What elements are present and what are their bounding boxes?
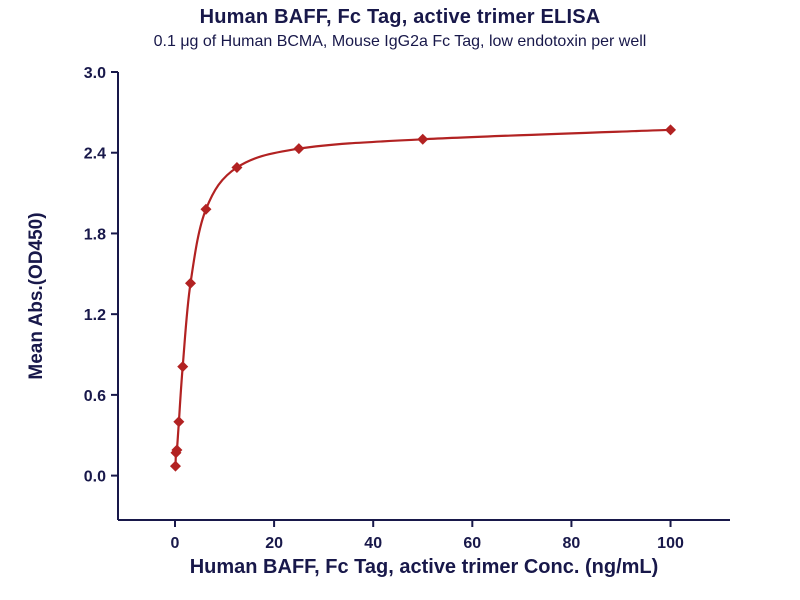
data-point-marker xyxy=(417,133,429,145)
x-tick-label: 60 xyxy=(463,535,481,552)
chart-subtitle: 0.1 μg of Human BCMA, Mouse IgG2a Fc Tag… xyxy=(153,33,647,50)
x-tick-label: 20 xyxy=(265,535,283,552)
y-tick-label: 1.2 xyxy=(84,307,106,324)
y-tick-label: 2.4 xyxy=(84,146,106,163)
data-point-marker xyxy=(231,162,243,174)
data-point-marker xyxy=(293,143,305,155)
x-tick-label: 40 xyxy=(364,535,382,552)
y-tick-label: 3.0 xyxy=(84,65,106,82)
fit-curve xyxy=(174,128,671,467)
data-point-marker xyxy=(665,124,677,136)
y-tick-label: 0.6 xyxy=(84,388,106,405)
x-tick-label: 0 xyxy=(171,535,180,552)
data-point-marker xyxy=(171,444,183,456)
chart-title: Human BAFF, Fc Tag, active trimer ELISA xyxy=(199,6,601,28)
data-point-marker xyxy=(177,361,189,373)
data-point-marker xyxy=(184,277,196,289)
data-point-marker xyxy=(173,416,185,428)
y-tick-label: 0.0 xyxy=(84,469,106,486)
y-tick-label: 1.8 xyxy=(84,226,106,243)
x-tick-label: 100 xyxy=(657,535,684,552)
x-tick-label: 80 xyxy=(563,535,581,552)
data-point-marker xyxy=(200,203,212,215)
x-axis-label: Human BAFF, Fc Tag, active trimer Conc. … xyxy=(189,556,659,578)
data-point-marker xyxy=(169,460,181,472)
